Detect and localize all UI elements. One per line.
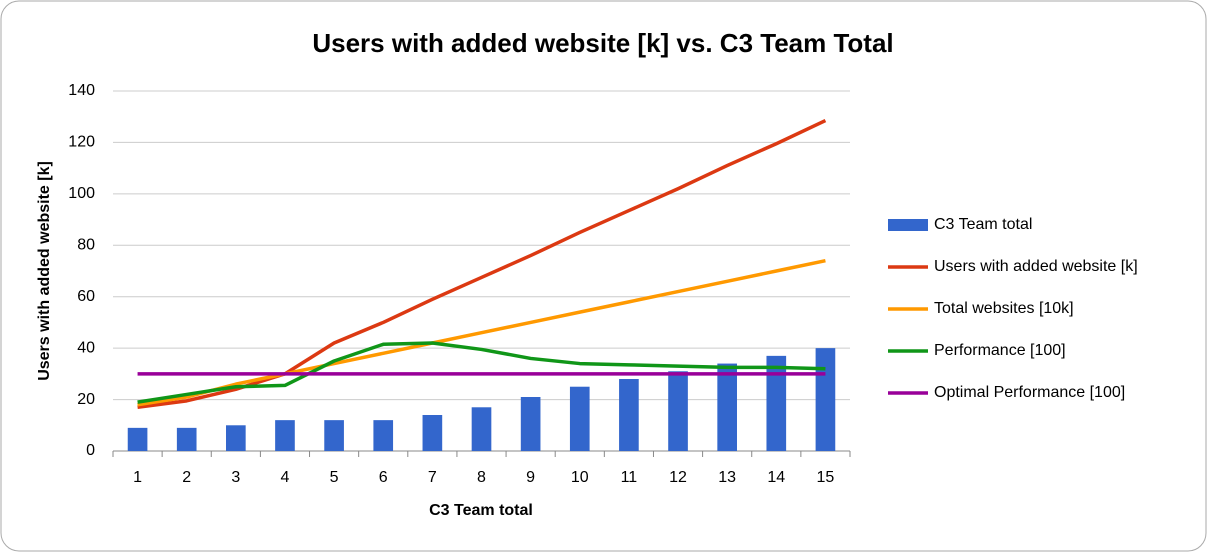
y-tick-label: 40: [77, 339, 95, 356]
bar: [226, 425, 246, 451]
legend-label: Users with added website [k]: [934, 258, 1138, 275]
legend-label: Performance [100]: [934, 342, 1066, 359]
x-tick-label: 14: [767, 469, 785, 486]
bar: [569, 386, 590, 451]
y-tick-label: 100: [68, 185, 95, 202]
line: [137, 118, 827, 410]
line: [137, 341, 826, 404]
x-axis-title: C3 Team total: [429, 502, 533, 519]
bar: [275, 420, 295, 451]
x-tick-label: 4: [281, 469, 290, 486]
y-tick-label: 120: [68, 134, 95, 151]
bar: [373, 420, 394, 451]
bar: [520, 397, 541, 451]
bar: [815, 348, 836, 451]
x-tick-label: 13: [718, 469, 736, 486]
y-tick-label: 20: [77, 391, 95, 408]
legend-swatch: [888, 219, 928, 231]
legend-label: Total websites [10k]: [934, 300, 1074, 317]
x-tick-label: 2: [182, 469, 191, 486]
x-tick-label: 10: [571, 469, 589, 486]
legend-label: Optimal Performance [100]: [934, 384, 1125, 401]
x-tick-label: 5: [330, 469, 339, 486]
x-tick-label: 7: [428, 469, 437, 486]
bar: [324, 420, 344, 451]
y-tick-label: 80: [77, 237, 95, 254]
bar: [176, 427, 197, 451]
bar: [422, 415, 443, 451]
y-tick-label: 60: [77, 288, 95, 305]
bar: [668, 371, 688, 451]
bar: [766, 355, 787, 451]
y-axis-title: Users with added website [k]: [36, 161, 53, 381]
x-tick-label: 8: [477, 469, 486, 486]
bar: [471, 407, 492, 451]
x-tick-label: 11: [621, 469, 638, 486]
x-tick-label: 15: [817, 469, 835, 486]
chart-title: Users with added website [k] vs. C3 Team…: [312, 28, 893, 58]
y-tick-label: 0: [86, 442, 95, 459]
x-tick-label: 6: [379, 469, 388, 486]
line: [137, 259, 826, 407]
bar: [619, 379, 639, 451]
x-tick-label: 3: [231, 469, 240, 486]
y-tick-label: 140: [68, 82, 95, 99]
bar: [127, 427, 148, 451]
x-tick-label: 12: [669, 469, 687, 486]
legend-label: C3 Team total: [934, 216, 1032, 233]
x-tick-label: 1: [133, 469, 142, 486]
bar: [717, 363, 737, 451]
x-tick-label: 9: [526, 469, 535, 486]
